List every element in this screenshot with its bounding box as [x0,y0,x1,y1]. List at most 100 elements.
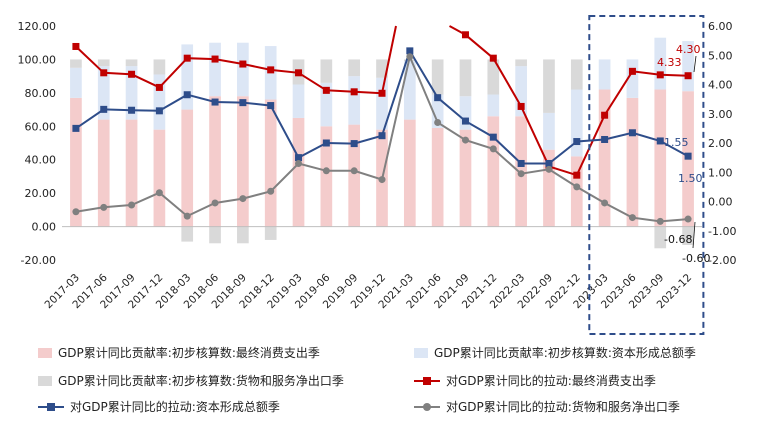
point-netexport [434,119,442,127]
point-capital [656,137,664,145]
bar-netexport [70,59,82,68]
left-tick-label: -20.00 [21,254,56,267]
left-axis: -20.00 0.00 20.00 40.00 60.00 80.00 100.00 120.… [18,20,57,267]
label-netexport-prev: -0.68 [664,233,692,246]
point-capital [155,107,163,115]
point-capital [573,138,581,146]
bar-netexport [237,226,249,244]
point-netexport [461,136,469,144]
point-consumption [100,69,108,77]
point-netexport [267,187,275,195]
point-netexport [322,167,330,175]
right-tick-label: 1.00 [708,166,733,179]
bar-consumption [70,97,82,227]
bar-consumption [459,129,472,227]
bar-capital [320,82,333,127]
label-netexport-last: -0.60 [682,252,710,265]
legend-item-capital-contribution: GDP累计同比贡献率:初步核算数:资本形成总额季 [414,344,696,361]
leader-consumption [693,55,697,73]
point-capital [72,124,80,132]
bar-capital [70,67,82,98]
bar-netexport [570,59,583,90]
point-consumption [72,42,80,50]
point-consumption [628,67,636,75]
point-consumption [322,86,330,94]
bars [70,37,694,249]
bar-capital [431,94,444,128]
bar-capital [181,44,194,110]
bar-consumption [598,89,611,227]
bar-capital [125,66,138,120]
bar-capital [292,84,305,118]
bar-consumption [348,124,361,227]
left-tick-label: 0.00 [32,221,57,234]
label-capital-last: 1.55 [664,136,689,149]
point-consumption [295,69,303,77]
legend-item-consumption-contribution: GDP累计同比贡献率:初步核算数:最终消费支出季 [38,344,320,361]
label-capital-prev: 1.50 [678,172,703,185]
point-capital [239,99,247,107]
right-tick-label: 2.00 [708,137,733,150]
legend-label: GDP累计同比贡献率:初步核算数:最终消费支出季 [58,346,320,360]
left-tick-label: 20.00 [25,187,57,200]
point-capital [545,159,553,167]
highlight-box [588,15,705,335]
bar-consumption [97,119,110,227]
bar-capital [237,42,249,97]
point-capital [434,94,442,102]
legend-label: 对GDP累计同比的拉动:最终消费支出季 [446,374,656,388]
right-tick-label: 3.00 [708,108,733,121]
bar-capital [682,41,694,92]
chart: -20.00 0.00 20.00 40.00 60.00 80.00 100.00 120.… [18,15,736,335]
point-capital [517,159,525,167]
bar-consumption [181,109,194,227]
right-tick-label: -2.00 [708,254,736,267]
bar-netexport [153,59,166,75]
bar-netexport [515,59,527,67]
legend-swatch [38,375,52,386]
bar-capital [459,96,472,130]
point-netexport [378,176,386,184]
bar-consumption [237,96,249,227]
bar-capital [598,59,611,90]
bar-capital [376,77,388,130]
bar-netexport [431,59,444,95]
bar-consumption [403,119,416,227]
bar-netexport [459,59,472,97]
point-consumption [573,171,581,179]
point-netexport [128,201,136,209]
point-netexport [239,195,247,203]
bar-capital [570,89,583,157]
bar-consumption [431,127,444,227]
bar-consumption [320,126,333,227]
legend-item-capital-pull: 对GDP累计同比的拉动:资本形成总额季 [38,398,280,415]
point-netexport [295,159,303,167]
right-tick-label: -1.00 [708,225,736,238]
point-capital [601,135,609,143]
point-consumption [239,60,247,68]
point-netexport [72,208,80,216]
bar-capital [626,59,639,98]
legend: GDP累计同比贡献率:初步核算数:最终消费支出季 GDP累计同比贡献率:初步核算… [0,340,768,420]
left-tick-label: 100.00 [18,53,57,66]
bar-netexport [181,226,194,242]
point-netexport [573,183,581,191]
data-labels: 4.30 4.33 1.55 1.50 -0.68 -0.60 [657,43,710,265]
point-consumption [684,72,692,80]
legend-swatch [38,402,64,412]
legend-swatch [414,376,440,386]
bar-netexport [264,226,277,240]
legend-label: 对GDP累计同比的拉动:货物和服务净出口季 [446,400,680,414]
point-consumption [517,102,525,110]
point-consumption [267,66,275,74]
bar-capital [515,66,527,117]
bar-netexport [654,226,667,249]
bar-netexport [487,59,500,95]
point-capital [684,152,692,160]
bar-consumption [292,117,305,227]
bar-consumption [570,156,583,227]
legend-swatch [414,402,440,412]
point-netexport [684,215,692,223]
legend-label: 对GDP累计同比的拉动:资本形成总额季 [70,400,280,414]
bar-netexport [348,59,361,77]
